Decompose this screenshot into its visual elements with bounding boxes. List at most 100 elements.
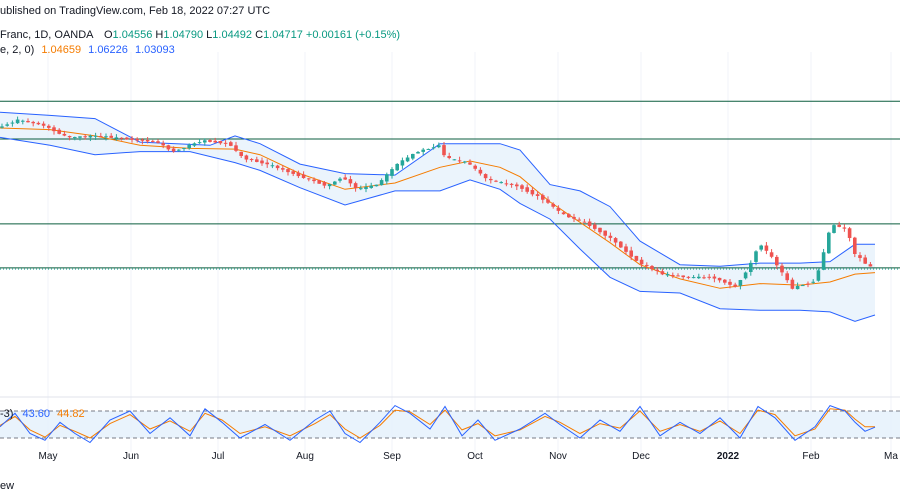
symbol-legend: Franc, 1D, OANDA O1.04556 H1.04790 L1.04… <box>0 29 400 42</box>
candle-body <box>104 136 108 138</box>
candle-body <box>41 123 46 126</box>
candle-body <box>795 286 800 290</box>
candle-body <box>312 179 316 182</box>
x-tick-label: Feb <box>802 451 820 462</box>
candle-body <box>697 276 701 279</box>
candle-body <box>260 160 264 164</box>
candle-body <box>333 181 337 185</box>
candle-body <box>738 280 743 286</box>
candle-body <box>31 121 35 124</box>
candle-body <box>723 279 727 283</box>
candle-body <box>593 224 597 229</box>
candle-body <box>385 174 389 182</box>
candle-body <box>359 188 363 190</box>
candle-body <box>416 151 420 154</box>
candle-body <box>208 140 212 142</box>
candle-body <box>437 145 441 148</box>
candle-body <box>546 199 550 203</box>
candle-body <box>36 122 41 125</box>
candle-body <box>733 284 737 287</box>
candle-body <box>676 275 680 277</box>
candle-body <box>629 250 633 257</box>
candle-body <box>463 161 467 163</box>
candle-body <box>21 120 25 122</box>
bollinger-basis-value: 1.04659 <box>41 44 82 56</box>
candle-body <box>457 160 462 162</box>
candle-body <box>447 156 451 159</box>
candle-body <box>52 127 56 132</box>
high-value: 1.04790 <box>163 29 204 41</box>
candle-body <box>171 148 176 152</box>
close-value: 1.04717 <box>263 29 303 41</box>
candle-body <box>78 136 82 138</box>
candle-body <box>561 212 566 215</box>
x-tick-label: Nov <box>549 451 567 462</box>
candle-body <box>489 178 493 181</box>
candle-body <box>769 252 774 257</box>
candle-body <box>244 155 249 160</box>
candle-body <box>0 126 4 128</box>
candle-body <box>717 277 722 281</box>
open-value: 1.04556 <box>112 29 153 41</box>
candle-body <box>57 129 61 134</box>
candle-body <box>530 189 535 195</box>
candle-body <box>837 224 841 227</box>
candle-body <box>499 182 503 184</box>
change-value: +0.00161 (+0.15%) <box>305 29 401 41</box>
candle-body <box>73 137 77 139</box>
open-label: O <box>103 29 113 41</box>
candle-body <box>681 275 685 278</box>
candle-body <box>88 135 93 138</box>
candle-body <box>15 119 20 124</box>
price-pane[interactable] <box>0 100 900 322</box>
candle-body <box>161 143 165 146</box>
candles <box>0 116 873 290</box>
candle-body <box>109 135 113 138</box>
candle-body <box>119 137 124 139</box>
candle-body <box>26 120 30 123</box>
candle-body <box>218 141 223 144</box>
bollinger-upper-band <box>0 111 875 267</box>
bollinger-lower-band <box>0 136 876 322</box>
candle-body <box>177 149 181 151</box>
candle-body <box>239 151 243 156</box>
candle-body <box>473 165 477 169</box>
published-line: ublished on TradingView.com, Feb 18, 202… <box>0 5 270 18</box>
candle-body <box>187 144 191 149</box>
candle-body <box>535 194 540 196</box>
candle-body <box>613 238 618 243</box>
candle-body <box>598 227 602 233</box>
candle-body <box>166 145 171 150</box>
candle-body <box>426 148 431 150</box>
candle-body <box>442 145 446 156</box>
candle-body <box>114 137 119 139</box>
low-value: 1.04492 <box>212 29 253 41</box>
candle-body <box>223 142 228 144</box>
candle-body <box>827 232 831 254</box>
x-tick-label: Jul <box>212 451 225 462</box>
candle-body <box>93 135 98 137</box>
candle-body <box>572 216 576 219</box>
candle-body <box>135 138 139 141</box>
candle-body <box>374 184 379 187</box>
candle-body <box>671 274 675 276</box>
candle-body <box>83 136 87 138</box>
candle-body <box>203 140 207 143</box>
oscillator-pane[interactable] <box>0 404 900 444</box>
x-tick-label: Dec <box>632 451 650 462</box>
candle-body <box>790 279 795 289</box>
candle-body <box>811 281 815 283</box>
candle-body <box>494 180 498 182</box>
symbol-name: Franc, 1D, OANDA <box>0 29 93 41</box>
candle-body <box>99 135 103 137</box>
candle-body <box>775 256 779 266</box>
stoch-d-value: 44.82 <box>57 408 85 420</box>
candle-body <box>353 183 358 188</box>
candle-body <box>483 174 488 179</box>
candle-body <box>624 246 628 252</box>
candle-body <box>691 277 696 279</box>
candle-body <box>327 184 332 187</box>
candle-body <box>712 276 717 279</box>
candle-body <box>847 228 852 238</box>
